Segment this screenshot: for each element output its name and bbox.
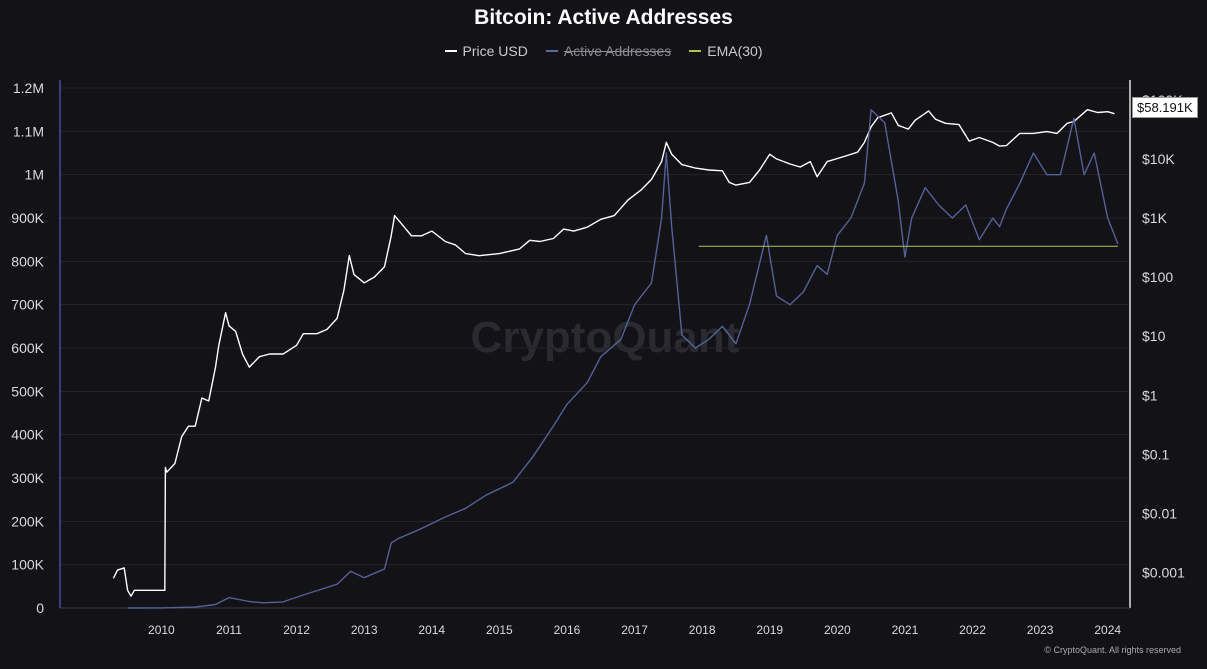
series-line-active-addresses xyxy=(127,109,1119,609)
x-tick: 2023 xyxy=(1027,623,1054,637)
y-left-tick: 800K xyxy=(11,253,44,269)
legend-swatch-active xyxy=(545,50,558,52)
current-price-label: $58.191K xyxy=(1132,97,1198,118)
y-right-tick: $10K xyxy=(1142,151,1175,167)
series-line-price-usd xyxy=(112,109,1115,597)
y-left-tick: 100K xyxy=(11,557,44,573)
x-tick: 2019 xyxy=(756,623,783,637)
y-left-tick: 1.2M xyxy=(13,80,44,96)
y-left-tick: 700K xyxy=(11,297,44,313)
y-right-tick: $10 xyxy=(1142,328,1166,344)
copyright-footer: © CryptoQuant. All rights reserved xyxy=(1044,645,1181,655)
legend-swatch-ema xyxy=(689,50,702,52)
x-tick: 2012 xyxy=(283,623,310,637)
x-tick: 2018 xyxy=(689,623,716,637)
chart-title: Bitcoin: Active Addresses xyxy=(474,6,733,29)
y-left-tick: 300K xyxy=(11,470,44,486)
y-left-tick: 200K xyxy=(11,513,44,529)
legend-item-price-usd[interactable]: Price USD xyxy=(444,43,528,59)
y-right-tick: $1 xyxy=(1142,387,1158,403)
y-right-tick: $0.001 xyxy=(1142,565,1185,581)
chart-legend: Price USD Active Addresses EMA(30) xyxy=(0,43,1207,59)
y-right-tick: $0.01 xyxy=(1142,505,1177,521)
x-tick: 2017 xyxy=(621,623,648,637)
x-tick: 2014 xyxy=(418,623,445,637)
y-left-tick: 0 xyxy=(36,600,44,616)
x-tick: 2016 xyxy=(554,623,581,637)
y-right-tick: $0.1 xyxy=(1142,446,1169,462)
x-tick: 2013 xyxy=(351,623,378,637)
legend-swatch-price xyxy=(444,50,457,52)
x-tick: 2022 xyxy=(959,623,986,637)
x-tick: 2010 xyxy=(148,623,175,637)
x-tick: 2024 xyxy=(1094,623,1121,637)
y-left-tick: 500K xyxy=(11,383,44,399)
legend-item-ema[interactable]: EMA(30) xyxy=(689,43,762,59)
legend-label-ema: EMA(30) xyxy=(707,43,763,59)
watermark-text: CryptoQuant xyxy=(471,313,740,362)
y-right-tick: $100 xyxy=(1142,269,1173,285)
y-right-tick: $1K xyxy=(1142,210,1168,226)
y-left-tick: 900K xyxy=(11,210,44,226)
x-tick: 2020 xyxy=(824,623,851,637)
y-left-tick: 1.1M xyxy=(13,123,44,139)
x-tick: 2015 xyxy=(486,623,513,637)
legend-label-price: Price USD xyxy=(462,43,528,59)
y-left-tick: 400K xyxy=(11,427,44,443)
x-tick: 2011 xyxy=(216,623,242,637)
y-left-tick: 1M xyxy=(25,167,44,183)
x-tick: 2021 xyxy=(892,623,919,637)
y-left-tick: 600K xyxy=(11,340,44,356)
legend-item-active-addresses[interactable]: Active Addresses xyxy=(545,43,672,59)
legend-label-active: Active Addresses xyxy=(563,43,672,59)
